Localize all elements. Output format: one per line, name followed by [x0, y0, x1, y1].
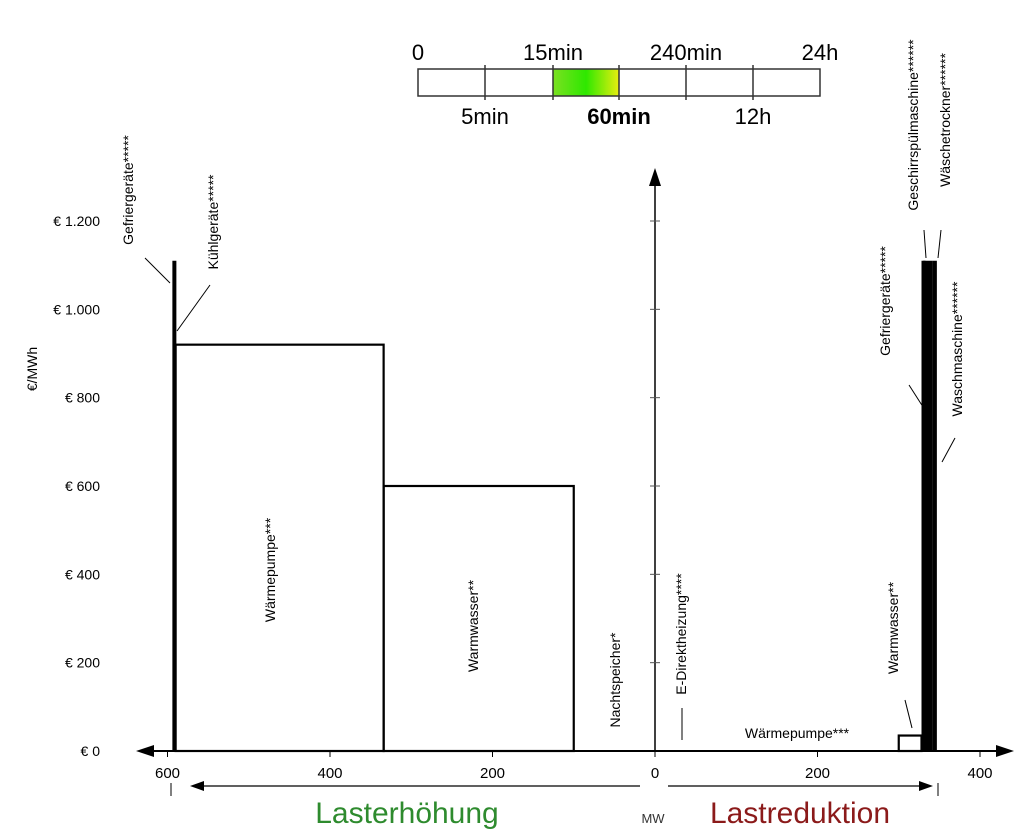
bar: [928, 260, 933, 751]
x-axis-unit-label: MW: [641, 811, 665, 826]
timescale-label-240min: 240min: [650, 40, 722, 65]
leader-line: [923, 229, 927, 259]
bar-label: Gefriergeräte*****: [877, 246, 893, 356]
bar-label: Wäschetrockner******: [937, 53, 953, 187]
timescale: 0 15min 240min 24h 5min 60min 12h: [412, 40, 838, 129]
bar-label: Gefriergeräte*****: [120, 135, 136, 245]
x-tick-label: 200: [805, 765, 830, 782]
y-tick-label: € 1.200: [53, 213, 100, 229]
y-tick-label: € 200: [65, 655, 100, 671]
x-tick-label: 200: [480, 765, 505, 782]
timescale-label-12h: 12h: [735, 104, 772, 129]
y-tick-label: € 800: [65, 390, 100, 406]
bar: [923, 260, 928, 751]
y-axis-label: €/MWh: [24, 347, 40, 391]
axes: € 0 € 200 € 400 € 600 € 800 € 1.000 € 1.200 60…: [24, 168, 1014, 826]
bar: [897, 734, 923, 753]
bar-label: Wärmepumpe***: [745, 725, 850, 741]
x-tick-label: 400: [317, 765, 342, 782]
y-tick-label: € 1.000: [53, 301, 100, 317]
bar-label: Nachtspeicher*: [607, 632, 623, 727]
load-reduction-arrowhead: [919, 781, 933, 791]
y-tick-label: € 600: [65, 478, 100, 494]
timescale-label-24h: 24h: [802, 40, 839, 65]
timescale-highlight: [553, 69, 619, 96]
bar-labels: Gefriergeräte***** Kühlgeräte***** Wärmepu…: [120, 39, 965, 741]
bar: [172, 260, 177, 751]
leader-line: [904, 699, 913, 729]
timescale-label-15min: 15min: [523, 40, 583, 65]
x-axis-arrow-left: [136, 745, 154, 757]
leader-line: [176, 284, 211, 332]
timescale-label-60min: 60min: [587, 104, 651, 129]
x-tick-label: 600: [155, 765, 180, 782]
timescale-dividers: [484, 65, 754, 100]
bar-label: Kühlgeräte*****: [205, 174, 221, 270]
timescale-label-0: 0: [412, 40, 424, 65]
bar-label: E-Direktheizung****: [673, 573, 689, 695]
bar: [932, 260, 937, 751]
bar-label: Warmwasser**: [465, 579, 481, 672]
load-increase-arrowhead: [190, 781, 204, 791]
y-tick-label: € 0: [81, 743, 101, 759]
y-axis-arrow: [649, 168, 661, 186]
bars: [172, 260, 937, 753]
x-axis-arrow-right: [996, 745, 1014, 757]
load-increase-label: Lasterhöhung: [315, 797, 499, 829]
timescale-label-5min: 5min: [461, 104, 509, 129]
direction-indicators: Lasterhöhung Lastreduktion: [170, 781, 939, 829]
load-reduction-label: Lastreduktion: [710, 797, 890, 829]
y-tick-label: € 400: [65, 566, 100, 582]
x-tick-label: 400: [967, 765, 992, 782]
x-tick-label: 0: [651, 765, 659, 782]
bar-label: Warmwasser**: [885, 581, 901, 674]
leader-line: [908, 384, 926, 411]
bar: [174, 343, 385, 753]
bar: [382, 484, 575, 753]
bar-label: Waschmaschine******: [949, 281, 965, 416]
bar-label: Geschirrspülmaschine******: [905, 39, 921, 211]
bar-label: Wärmepumpe***: [262, 517, 278, 622]
leader-line: [941, 437, 956, 463]
leader-line: [144, 257, 171, 284]
leader-line: [937, 229, 942, 259]
